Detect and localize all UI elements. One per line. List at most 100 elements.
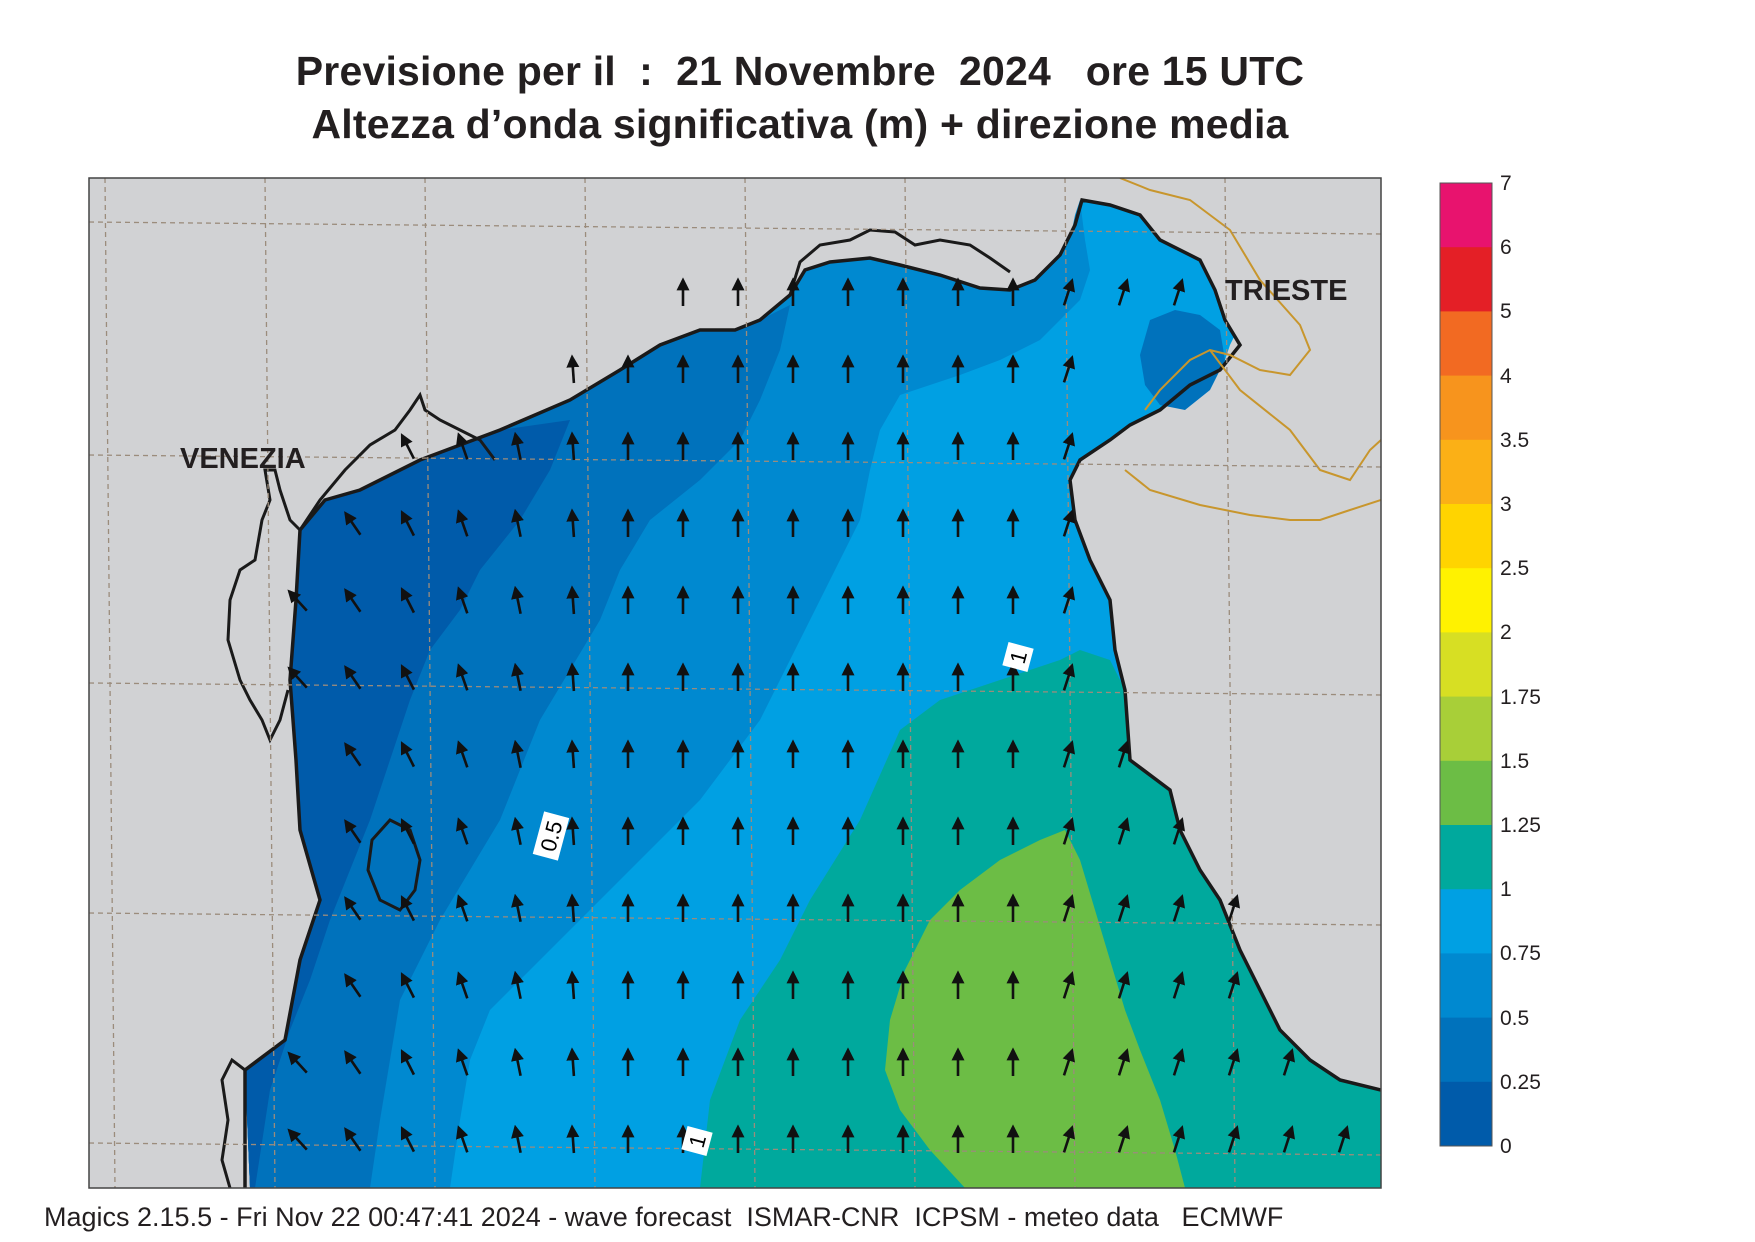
direction-arrow [1117,1125,1130,1153]
direction-arrow [344,511,362,536]
grid-meridian [1064,178,1076,1188]
contour-label-1-north: 1 [1002,642,1034,672]
direction-arrow [566,354,580,384]
legend-label: 1 [1500,878,1512,902]
direction-arrow [287,1051,308,1074]
direction-arrow [566,970,580,1000]
city-label-trieste: TRIESTE [1225,275,1347,307]
legend-swatch [1440,696,1492,762]
direction-arrow [1117,894,1130,922]
legend-swatch [1440,953,1492,1019]
legend-label: 2.5 [1500,557,1530,581]
veneto-land [89,178,800,740]
direction-arrow [1062,894,1075,922]
legend-swatch [1440,504,1492,569]
direction-arrow [1172,971,1185,999]
direction-arrow [566,585,580,615]
direction-arrow [1062,278,1075,306]
grid-meridian [584,178,596,1188]
legend-swatch [1440,1081,1492,1147]
direction-arrow [511,1047,524,1076]
legend-label: 0.5 [1500,1006,1530,1030]
direction-arrow [455,894,469,922]
legend-label: 1.75 [1500,685,1541,709]
grid-meridian [904,178,916,1188]
map-frame [88,177,1382,1189]
direction-arrow [400,664,416,691]
direction-arrow [1227,1125,1240,1153]
direction-arrow [566,508,580,538]
legend-label: 0.75 [1500,942,1541,966]
direction-arrow [455,817,469,845]
footer-credits: Magics 2.15.5 - Fri Nov 22 00:47:41 2024… [44,1202,1284,1232]
direction-arrow [455,1125,469,1153]
direction-arrow [511,739,524,768]
direction-arrow [511,970,524,999]
contour-label-1-south: 1 [681,1126,713,1156]
direction-arrow [1117,278,1130,306]
direction-arrow [566,816,580,846]
direction-arrow [400,895,416,922]
direction-arrow [511,431,524,460]
legend-swatch [1440,632,1492,698]
direction-arrow [1117,817,1130,845]
direction-arrow [566,662,580,692]
direction-arrow [455,1048,469,1076]
legend-label: 3 [1500,493,1512,516]
direction-arrow [1117,971,1130,999]
lat-lon-grid [89,178,1381,1188]
direction-arrow [1062,432,1075,460]
direction-arrow [455,740,469,768]
direction-arrow [511,893,524,922]
legend-label: 4 [1500,364,1512,388]
direction-arrow [1062,817,1075,845]
legend-swatch [1440,439,1492,505]
legend-label: 0 [1500,1135,1512,1158]
legend-swatch [1440,760,1492,826]
direction-arrow [1172,1125,1185,1153]
direction-arrow [400,741,416,768]
direction-arrow [1062,1125,1075,1153]
direction-arrow [344,588,362,613]
lagoon-outline-chioggia [366,818,422,912]
direction-arrow [1227,894,1240,922]
direction-arrow [455,509,469,537]
direction-arrow [344,896,362,921]
map-title: Previsione per il : 21 Novembre 2024 ore… [295,48,1305,94]
direction-arrow [344,1127,362,1152]
direction-arrow [1337,1125,1350,1153]
direction-arrow [566,893,580,923]
direction-arrow [1117,1048,1130,1076]
legend-swatch [1440,568,1492,633]
direction-arrow [1227,971,1240,999]
map-field: 1 0.5 1 VENEZIA TRIESTE [89,178,1381,1188]
lagoon-outline-north [298,391,497,531]
direction-arrow [455,663,469,691]
legend-swatch [1440,889,1492,954]
legend-frame [1439,182,1493,1147]
legend-swatch [1440,247,1492,312]
direction-arrow [511,585,524,614]
direction-arrow [455,971,469,999]
direction-arrow [1172,817,1185,845]
legend-label: 6 [1500,236,1512,260]
legend-label: 2 [1500,621,1512,645]
direction-arrow [511,662,524,691]
legend-label: 0.25 [1500,1070,1541,1094]
legend-label: 5 [1500,300,1512,324]
direction-arrow [455,586,469,614]
legend-label: 1.25 [1500,814,1541,837]
direction-arrow [344,1050,362,1075]
direction-arrow [400,587,416,614]
direction-arrow [1062,740,1075,768]
grid-meridian [264,178,276,1188]
grado-lagoon-outline [788,228,1011,296]
direction-arrow [1062,971,1075,999]
direction-arrow [1227,1048,1240,1076]
direction-arrow [1062,663,1075,691]
lagoon-outline [226,468,302,744]
legend-swatch [1440,311,1492,377]
direction-arrow [1282,1125,1295,1153]
legend-swatch [1440,183,1492,248]
direction-arrow [400,818,416,845]
